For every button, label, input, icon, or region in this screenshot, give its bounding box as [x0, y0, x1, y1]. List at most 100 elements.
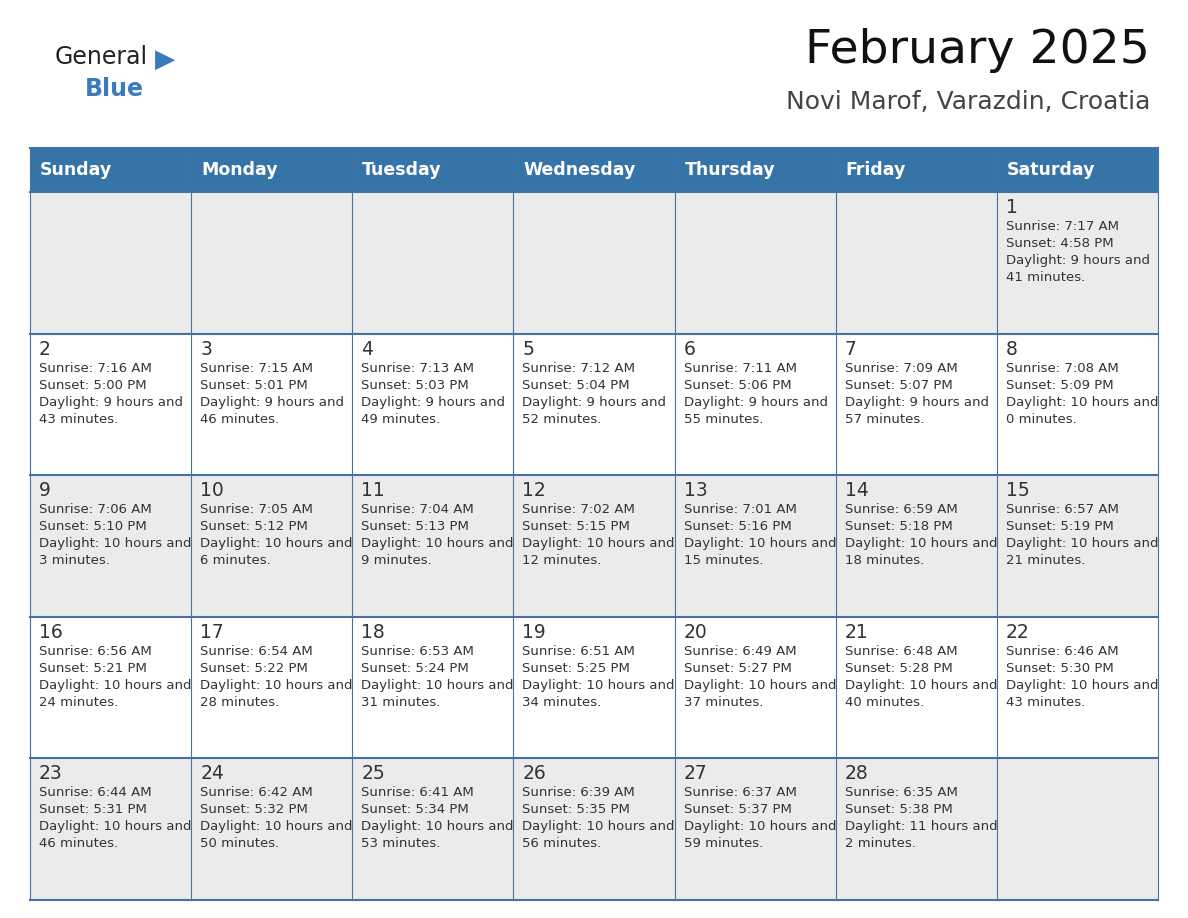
Text: Daylight: 10 hours and: Daylight: 10 hours and — [523, 678, 675, 692]
Text: Daylight: 10 hours and: Daylight: 10 hours and — [361, 821, 513, 834]
Bar — [353, 192, 513, 333]
Text: 46 minutes.: 46 minutes. — [39, 837, 118, 850]
Text: Daylight: 9 hours and: Daylight: 9 hours and — [39, 396, 183, 409]
Text: 2 minutes.: 2 minutes. — [845, 837, 916, 850]
Bar — [997, 148, 1158, 192]
Text: 22: 22 — [1006, 622, 1030, 642]
Text: Sunrise: 7:11 AM: Sunrise: 7:11 AM — [683, 362, 797, 375]
Text: Daylight: 10 hours and: Daylight: 10 hours and — [845, 537, 997, 550]
Text: Sunset: 5:16 PM: Sunset: 5:16 PM — [683, 521, 791, 533]
Text: Sunset: 5:28 PM: Sunset: 5:28 PM — [845, 662, 953, 675]
Text: Sunrise: 6:54 AM: Sunrise: 6:54 AM — [200, 644, 312, 658]
Text: Sunrise: 7:02 AM: Sunrise: 7:02 AM — [523, 503, 636, 516]
Text: Sunset: 5:34 PM: Sunset: 5:34 PM — [361, 803, 469, 816]
Text: Daylight: 9 hours and: Daylight: 9 hours and — [200, 396, 345, 409]
Text: Sunrise: 6:49 AM: Sunrise: 6:49 AM — [683, 644, 796, 658]
Bar — [675, 192, 835, 333]
Bar — [835, 617, 997, 758]
Bar — [513, 148, 675, 192]
Bar — [675, 758, 835, 900]
Bar — [30, 192, 191, 333]
Text: Sunrise: 7:13 AM: Sunrise: 7:13 AM — [361, 362, 474, 375]
Text: Sunrise: 6:56 AM: Sunrise: 6:56 AM — [39, 644, 152, 658]
Bar — [835, 192, 997, 333]
Text: 55 minutes.: 55 minutes. — [683, 412, 763, 426]
Text: 24: 24 — [200, 765, 225, 783]
Bar — [997, 333, 1158, 476]
Text: Sunrise: 6:39 AM: Sunrise: 6:39 AM — [523, 787, 636, 800]
Text: Sunrise: 6:42 AM: Sunrise: 6:42 AM — [200, 787, 312, 800]
Text: Sunrise: 6:41 AM: Sunrise: 6:41 AM — [361, 787, 474, 800]
Text: Sunset: 5:31 PM: Sunset: 5:31 PM — [39, 803, 147, 816]
Text: Daylight: 11 hours and: Daylight: 11 hours and — [845, 821, 998, 834]
Text: 43 minutes.: 43 minutes. — [1006, 696, 1085, 709]
Text: Sunrise: 6:53 AM: Sunrise: 6:53 AM — [361, 644, 474, 658]
Text: Sunrise: 6:57 AM: Sunrise: 6:57 AM — [1006, 503, 1119, 516]
Text: Daylight: 10 hours and: Daylight: 10 hours and — [200, 537, 353, 550]
Text: 26: 26 — [523, 765, 546, 783]
Text: 9 minutes.: 9 minutes. — [361, 554, 432, 567]
Bar — [675, 476, 835, 617]
Text: Blue: Blue — [86, 77, 144, 101]
Bar — [997, 617, 1158, 758]
Text: Sunset: 4:58 PM: Sunset: 4:58 PM — [1006, 237, 1113, 250]
Text: Sunrise: 6:48 AM: Sunrise: 6:48 AM — [845, 644, 958, 658]
Text: 15 minutes.: 15 minutes. — [683, 554, 763, 567]
Text: 40 minutes.: 40 minutes. — [845, 696, 924, 709]
Bar — [191, 758, 353, 900]
Text: Sunset: 5:00 PM: Sunset: 5:00 PM — [39, 378, 146, 392]
Text: 8: 8 — [1006, 340, 1018, 359]
Bar — [513, 192, 675, 333]
Text: Sunrise: 7:16 AM: Sunrise: 7:16 AM — [39, 362, 152, 375]
Bar — [191, 476, 353, 617]
Text: Daylight: 9 hours and: Daylight: 9 hours and — [683, 396, 828, 409]
Bar — [997, 476, 1158, 617]
Text: Sunset: 5:32 PM: Sunset: 5:32 PM — [200, 803, 308, 816]
Text: 12 minutes.: 12 minutes. — [523, 554, 602, 567]
Text: Sunset: 5:06 PM: Sunset: 5:06 PM — [683, 378, 791, 392]
Text: Sunrise: 6:44 AM: Sunrise: 6:44 AM — [39, 787, 152, 800]
Text: Wednesday: Wednesday — [524, 161, 636, 179]
Bar — [30, 758, 191, 900]
Text: Sunset: 5:10 PM: Sunset: 5:10 PM — [39, 521, 147, 533]
Bar — [835, 333, 997, 476]
Text: Sunset: 5:25 PM: Sunset: 5:25 PM — [523, 662, 631, 675]
Text: Sunday: Sunday — [40, 161, 112, 179]
Text: 28: 28 — [845, 765, 868, 783]
Bar — [835, 148, 997, 192]
Text: 50 minutes.: 50 minutes. — [200, 837, 279, 850]
Text: 57 minutes.: 57 minutes. — [845, 412, 924, 426]
Text: Sunrise: 7:12 AM: Sunrise: 7:12 AM — [523, 362, 636, 375]
Text: 19: 19 — [523, 622, 546, 642]
Text: 18: 18 — [361, 622, 385, 642]
Text: 13: 13 — [683, 481, 707, 500]
Text: Sunset: 5:07 PM: Sunset: 5:07 PM — [845, 378, 953, 392]
Text: Sunrise: 7:04 AM: Sunrise: 7:04 AM — [361, 503, 474, 516]
Text: Sunset: 5:22 PM: Sunset: 5:22 PM — [200, 662, 308, 675]
Text: 3: 3 — [200, 340, 211, 359]
Text: 43 minutes.: 43 minutes. — [39, 412, 119, 426]
Text: Sunset: 5:18 PM: Sunset: 5:18 PM — [845, 521, 953, 533]
Bar — [191, 148, 353, 192]
Text: Daylight: 10 hours and: Daylight: 10 hours and — [39, 678, 191, 692]
Text: Daylight: 10 hours and: Daylight: 10 hours and — [523, 537, 675, 550]
Text: Daylight: 10 hours and: Daylight: 10 hours and — [523, 821, 675, 834]
Text: Sunrise: 6:35 AM: Sunrise: 6:35 AM — [845, 787, 958, 800]
Bar — [30, 333, 191, 476]
Text: Daylight: 10 hours and: Daylight: 10 hours and — [361, 537, 513, 550]
Text: Sunset: 5:37 PM: Sunset: 5:37 PM — [683, 803, 791, 816]
Text: 21: 21 — [845, 622, 868, 642]
Bar — [30, 476, 191, 617]
Text: Novi Marof, Varazdin, Croatia: Novi Marof, Varazdin, Croatia — [785, 90, 1150, 114]
Text: 31 minutes.: 31 minutes. — [361, 696, 441, 709]
Text: Sunrise: 7:05 AM: Sunrise: 7:05 AM — [200, 503, 312, 516]
Text: Tuesday: Tuesday — [362, 161, 442, 179]
Text: 11: 11 — [361, 481, 385, 500]
Text: 27: 27 — [683, 765, 707, 783]
Text: Sunrise: 6:59 AM: Sunrise: 6:59 AM — [845, 503, 958, 516]
Text: 46 minutes.: 46 minutes. — [200, 412, 279, 426]
Text: Daylight: 10 hours and: Daylight: 10 hours and — [1006, 537, 1158, 550]
Text: 2: 2 — [39, 340, 51, 359]
Text: Daylight: 10 hours and: Daylight: 10 hours and — [683, 821, 836, 834]
Text: 25: 25 — [361, 765, 385, 783]
